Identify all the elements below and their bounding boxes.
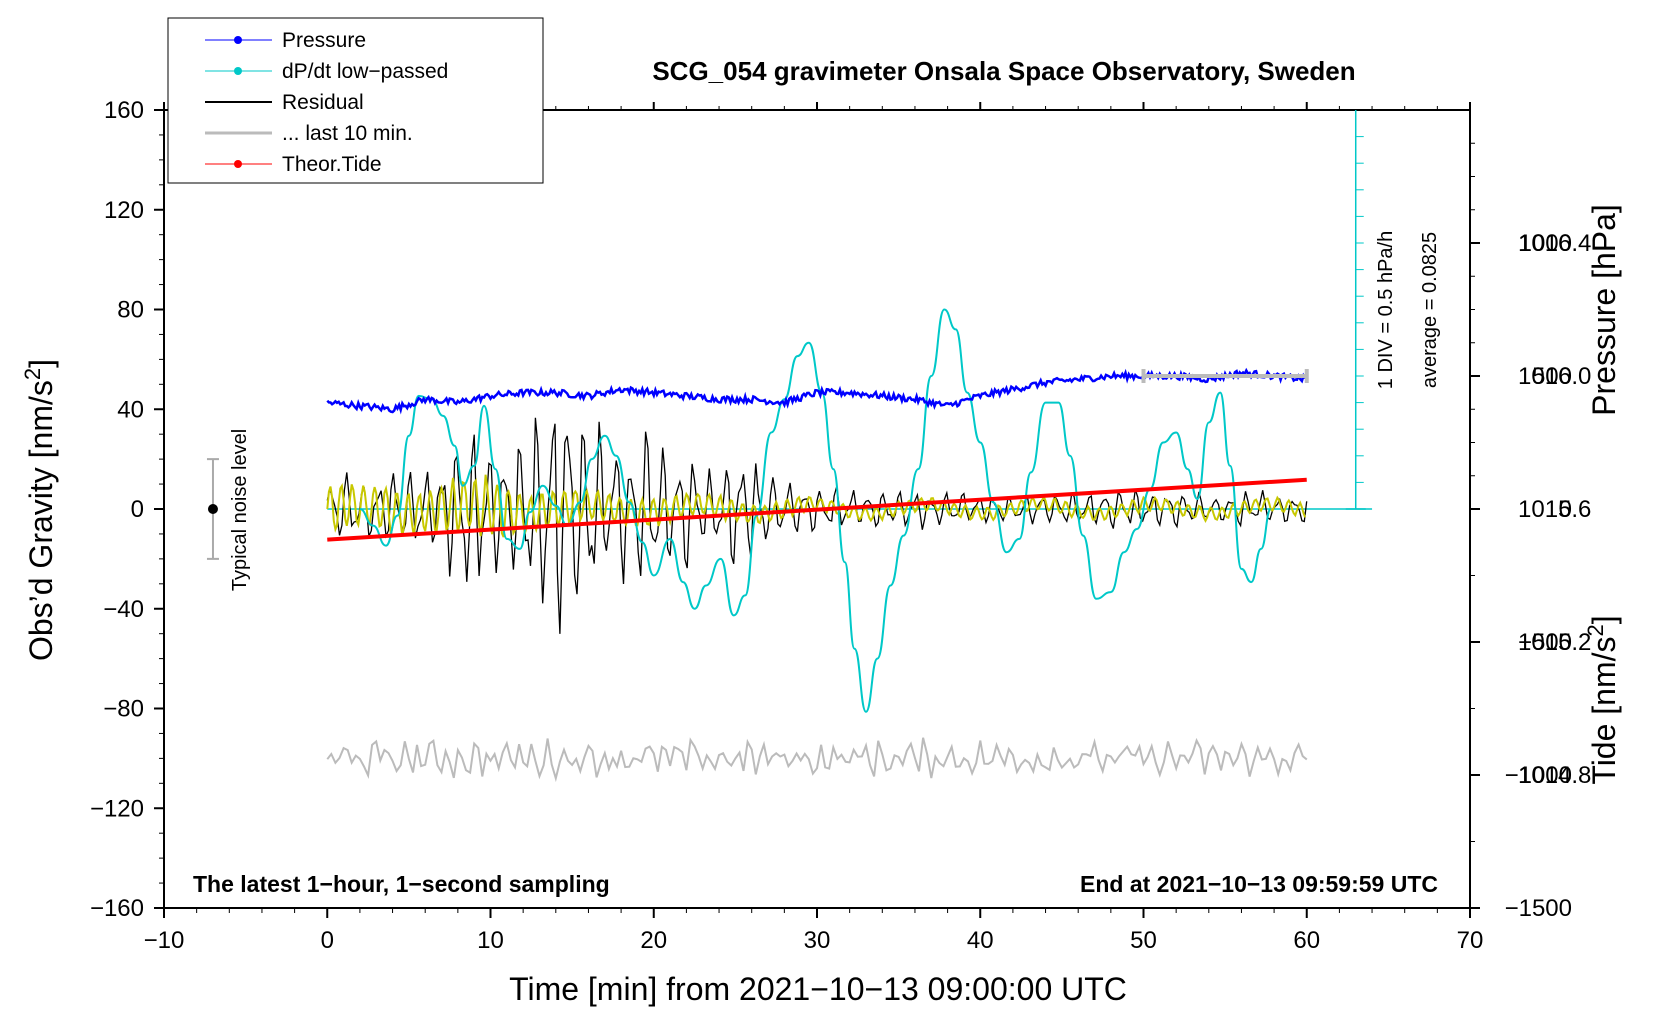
theor-tide-line: [327, 477, 1307, 542]
x-tick-label: 40: [967, 927, 994, 954]
legend-item-pressure: Pressure: [205, 29, 366, 52]
y-axis-label-pressure: Pressure [hPa]: [1586, 204, 1622, 416]
legend-box: [167, 17, 544, 184]
legend-item-dpdt: dP/dt low−passed: [205, 60, 448, 83]
x-tick-label: 30: [804, 927, 831, 954]
series-layer: [326, 308, 1373, 783]
y-tick-label: −120: [90, 795, 144, 822]
y-axis-ticks: 160 120 80 40 0 −40 −80 −120 −160: [90, 97, 164, 922]
legend-item-last10: ... last 10 min.: [205, 122, 413, 145]
dpdt-line: [359, 308, 1272, 713]
y-label-tide-end: ]: [1586, 615, 1622, 624]
tide-axis-ticks: 1000 500 0 −500 −1000 −1500: [1470, 230, 1572, 922]
legend-pressure-label: Pressure: [282, 29, 366, 52]
y-tick-label: 80: [117, 297, 144, 324]
tide-tick-label: −1000: [1505, 762, 1572, 789]
residual-line: [326, 417, 1308, 634]
noise-level-marker: [206, 458, 219, 560]
tide-tick-label: 0: [1559, 496, 1572, 523]
annotation-end-time: End at 2021−10−13 09:59:59 UTC: [1080, 871, 1438, 897]
legend-pressure-dot: [234, 36, 242, 44]
x-tick-label: 20: [640, 927, 667, 954]
legend-dpdt-dot: [234, 67, 242, 75]
y-tick-label: 120: [104, 197, 144, 224]
pressure-tick-label: 1015.6: [1518, 496, 1591, 523]
x-tick-label: 0: [321, 927, 334, 954]
y-tick-label: −80: [103, 696, 144, 723]
tide-tick-label: 500: [1532, 363, 1572, 390]
tide-tick-label: −1500: [1505, 895, 1572, 922]
pressure-tick-label: 1014.8: [1518, 762, 1591, 789]
tide-tick-label: 1000: [1519, 230, 1572, 257]
legend-residual-label: Residual: [282, 91, 364, 114]
annotation-sampling: The latest 1−hour, 1−second sampling: [193, 871, 610, 897]
x-tick-label: 50: [1130, 927, 1157, 954]
last-10-min-line: [326, 737, 1308, 783]
y-axis-label-tide: Tide [nm/s2]: [1583, 615, 1622, 784]
y-label-left-end: ]: [23, 359, 59, 368]
legend-dpdt-label: dP/dt low−passed: [282, 60, 448, 83]
chart-title: SCG_054 gravimeter Onsala Space Observat…: [652, 56, 1355, 86]
y-tick-label: −160: [90, 895, 144, 922]
legend-tide-dot: [234, 160, 242, 168]
y-label-tide-sup: 2: [1583, 624, 1608, 636]
y-tick-label: −40: [103, 596, 144, 623]
legend: Pressure dP/dt low−passed Residual ... l…: [167, 17, 544, 184]
annotation-noise-level: Typical noise level: [229, 429, 251, 591]
annotation-average: average = 0.0825: [1419, 232, 1441, 388]
noise-bar-dot: [207, 504, 218, 514]
legend-last10-label: ... last 10 min.: [282, 122, 413, 145]
legend-item-residual: Residual: [205, 91, 364, 114]
tide-tick-label: −500: [1518, 629, 1572, 656]
dpdt-scale-bar: [1345, 110, 1366, 510]
x-tick-label: 10: [477, 927, 504, 954]
x-axis-ticks: −10 0 10 20 30 40 50 60 70: [144, 102, 1484, 954]
y-label-left-main: Obs’d Gravity [nm/s: [23, 380, 59, 661]
y-label-left-sup: 2: [20, 368, 45, 380]
y-tick-label: 40: [117, 396, 144, 423]
last-10-min-bracket: [1141, 369, 1309, 383]
x-tick-label: 70: [1457, 927, 1484, 954]
pressure-tick-label: 1016.4: [1518, 230, 1591, 257]
y-axis-label-left: Obs’d Gravity [nm/s2]: [20, 359, 59, 661]
legend-item-tide: Theor.Tide: [205, 153, 382, 176]
x-axis-label: Time [min] from 2021−10−13 09:00:00 UTC: [509, 971, 1127, 1007]
y-tick-label: 0: [131, 496, 144, 523]
annotation-div: 1 DIV = 0.5 hPa/h: [1375, 231, 1397, 389]
y-label-tide-main: Tide [nm/s: [1586, 636, 1622, 784]
pressure-tick-label: 1016.0: [1518, 363, 1591, 390]
x-tick-label: 60: [1293, 927, 1320, 954]
y-tick-label: 160: [104, 97, 144, 124]
legend-tide-label: Theor.Tide: [282, 153, 382, 176]
pressure-tick-label: 1015.2: [1518, 629, 1591, 656]
x-tick-label: −10: [144, 927, 185, 954]
